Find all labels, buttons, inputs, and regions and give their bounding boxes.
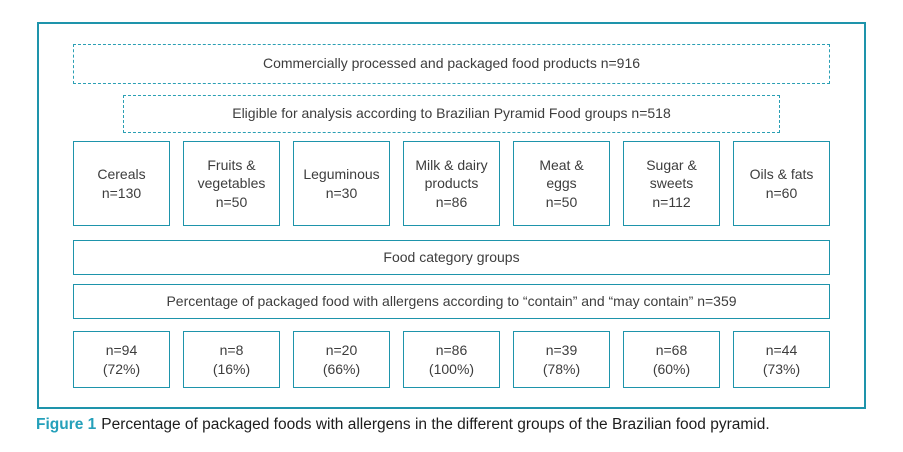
figure-number: Figure 1: [36, 416, 97, 433]
flow-box-eligible: Eligible for analysis according to Brazi…: [123, 95, 780, 133]
result-box-oils-fats: n=44 (73%): [733, 331, 830, 388]
category-box-leguminous: Leguminous n=30: [293, 141, 390, 226]
category-box-milk-dairy: Milk & dairy products n=86: [403, 141, 500, 226]
allergen-percentage-label: Percentage of packaged food with allerge…: [166, 292, 737, 309]
result-box-sugar-sweets: n=68 (60%): [623, 331, 720, 388]
result-box-cereals: n=94 (72%): [73, 331, 170, 388]
flow-box-eligible-label: Eligible for analysis according to Brazi…: [232, 105, 671, 122]
diagram-outer-border: [37, 22, 866, 409]
result-box-leguminous: n=20 (66%): [293, 331, 390, 388]
food-category-groups-label: Food category groups: [383, 248, 520, 265]
category-box-meat-eggs: Meat & eggs n=50: [513, 141, 610, 226]
category-box-fruits-vegetables: Fruits & vegetables n=50: [183, 141, 280, 226]
result-box-milk-dairy: n=86 (100%): [403, 331, 500, 388]
flow-box-total-products: Commercially processed and packaged food…: [73, 44, 830, 84]
flow-box-total-products-label: Commercially processed and packaged food…: [262, 55, 641, 72]
result-box-meat-eggs: n=39 (78%): [513, 331, 610, 388]
category-box-sugar-sweets: Sugar & sweets n=112: [623, 141, 720, 226]
category-row: Cereals n=130 Fruits & vegetables n=50 L…: [73, 141, 830, 226]
category-box-oils-fats: Oils & fats n=60: [733, 141, 830, 226]
allergen-percentage-box: Percentage of packaged food with allerge…: [73, 284, 830, 319]
food-category-groups-box: Food category groups: [73, 240, 830, 275]
category-box-cereals: Cereals n=130: [73, 141, 170, 226]
figure-caption-text: Percentage of packaged foods with allerg…: [101, 416, 770, 433]
result-row: n=94 (72%) n=8 (16%) n=20 (66%) n=86 (10…: [73, 331, 830, 388]
result-box-fruits-vegetables: n=8 (16%): [183, 331, 280, 388]
figure-caption: Figure 1 Percentage of packaged foods wit…: [36, 416, 876, 435]
